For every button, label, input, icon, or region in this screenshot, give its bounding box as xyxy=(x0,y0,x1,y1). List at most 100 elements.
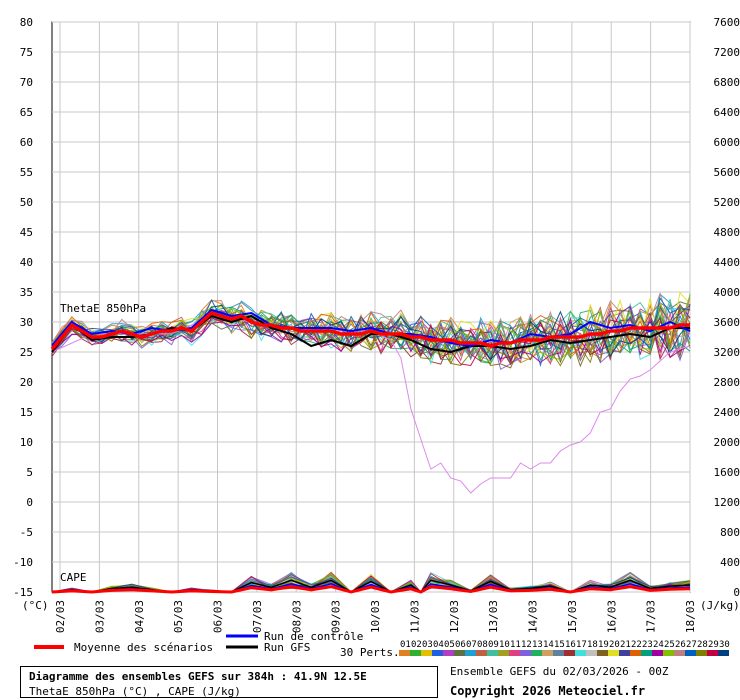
cape-series-label: CAPE xyxy=(60,571,87,584)
x-tick-label: 04/03 xyxy=(133,600,146,633)
perturbation-swatch xyxy=(564,650,575,656)
info-box: Diagramme des ensembles GEFS sur 384h : … xyxy=(20,666,438,698)
right-tick-label: 800 xyxy=(720,526,740,539)
perturbation-swatch xyxy=(597,650,608,656)
right-axis-unit: (J/kg) xyxy=(700,599,740,612)
perturbation-number: 02 xyxy=(411,640,422,650)
perturbation-swatch xyxy=(685,650,696,656)
x-tick-label: 15/03 xyxy=(566,600,579,633)
perturbation-number: 03 xyxy=(422,640,433,650)
left-tick-label: 35 xyxy=(20,286,33,299)
x-tick-label: 16/03 xyxy=(605,600,618,633)
perturbation-swatch xyxy=(641,650,652,656)
perturbation-number: 06 xyxy=(455,640,466,650)
left-tick-label: 10 xyxy=(20,436,33,449)
left-tick-label: 80 xyxy=(20,16,33,29)
perturbation-swatch xyxy=(718,650,729,656)
x-tick-label: 12/03 xyxy=(448,600,461,633)
perturbation-swatch xyxy=(586,650,597,656)
perturbation-number: 19 xyxy=(598,640,609,650)
chart-title: Diagramme des ensembles GEFS sur 384h : … xyxy=(29,670,367,683)
right-tick-label: 6400 xyxy=(714,106,740,119)
left-tick-label: -5 xyxy=(20,526,33,539)
perturbation-number: 08 xyxy=(477,640,488,650)
left-tick-label: 60 xyxy=(20,136,33,149)
perturbation-swatch xyxy=(498,650,509,656)
right-tick-label: 7200 xyxy=(714,46,740,59)
perturbation-number: 09 xyxy=(488,640,499,650)
cape-mean-line xyxy=(51,585,691,594)
perturbation-number: 22 xyxy=(631,640,642,650)
perturbation-number: 25 xyxy=(664,640,675,650)
x-tick-label: 02/03 xyxy=(54,600,67,633)
right-tick-label: 5200 xyxy=(714,196,740,209)
perturbation-number: 14 xyxy=(543,640,554,650)
perturbation-number: 05 xyxy=(444,640,455,650)
right-tick-label: 4400 xyxy=(714,256,740,269)
left-tick-label: 0 xyxy=(26,496,33,509)
perturbation-number: 29 xyxy=(708,640,719,650)
perturbation-swatch xyxy=(410,650,421,656)
perturbation-number: 28 xyxy=(697,640,708,650)
left-tick-label: 20 xyxy=(20,376,33,389)
perturbation-number: 07 xyxy=(466,640,477,650)
copyright: Copyright 2026 Meteociel.fr xyxy=(450,684,646,698)
perturbation-number: 01 xyxy=(400,640,411,650)
perturbation-number: 24 xyxy=(653,640,664,650)
legend-gfs-label: Run GFS xyxy=(264,641,310,654)
perturbation-swatch xyxy=(520,650,531,656)
right-tick-label: 6800 xyxy=(714,76,740,89)
control-run-line xyxy=(51,308,691,348)
perturbation-swatch xyxy=(476,650,487,656)
x-tick-label: 07/03 xyxy=(251,600,264,633)
x-tick-label: 03/03 xyxy=(93,600,106,633)
left-tick-label: -15 xyxy=(13,586,33,599)
left-tick-label: 50 xyxy=(20,196,33,209)
x-tick-label: 18/03 xyxy=(684,600,697,633)
ensemble-mean-line xyxy=(50,311,690,351)
perturbation-number: 17 xyxy=(576,640,587,650)
right-tick-label: 4000 xyxy=(714,286,740,299)
left-tick-label: 15 xyxy=(20,406,33,419)
run-info: Ensemble GEFS du 02/03/2026 - 00Z xyxy=(450,665,669,678)
perturbation-number: 10 xyxy=(499,640,510,650)
perturbation-swatch xyxy=(696,650,707,656)
perturbation-number: 18 xyxy=(587,640,598,650)
perturbation-swatch xyxy=(630,650,641,656)
x-tick-label: 11/03 xyxy=(408,600,421,633)
perturbation-number: 11 xyxy=(510,640,521,650)
left-tick-label: 55 xyxy=(20,166,33,179)
perturbation-swatch xyxy=(608,650,619,656)
plot-area xyxy=(51,21,691,593)
left-axis-unit: (°C) xyxy=(22,599,49,612)
thetae-series-label: ThetaE 850hPa xyxy=(60,302,146,315)
perturbation-swatch xyxy=(487,650,498,656)
perturbation-number: 15 xyxy=(554,640,565,650)
perturbation-number: 04 xyxy=(433,640,444,650)
perturbation-number: 13 xyxy=(532,640,543,650)
perturbation-number: 26 xyxy=(675,640,686,650)
x-tick-label: 14/03 xyxy=(527,600,540,633)
left-tick-label: -10 xyxy=(13,556,33,569)
perturbation-swatch xyxy=(542,650,553,656)
right-tick-label: 2000 xyxy=(714,436,740,449)
right-tick-label: 4800 xyxy=(714,226,740,239)
perturbation-count-label: 30 Perts. xyxy=(340,646,400,659)
right-tick-label: 7600 xyxy=(714,16,740,29)
right-tick-label: 2800 xyxy=(714,376,740,389)
right-tick-label: 0 xyxy=(733,586,740,599)
right-tick-label: 6000 xyxy=(714,136,740,149)
right-tick-label: 1600 xyxy=(714,466,740,479)
left-tick-label: 45 xyxy=(20,226,33,239)
perturbation-swatch xyxy=(553,650,564,656)
legend-control-label: Run de contrôle xyxy=(264,630,363,643)
perturbation-number: 16 xyxy=(565,640,576,650)
x-tick-label: 10/03 xyxy=(369,600,382,633)
perturbation-swatch xyxy=(674,650,685,656)
left-tick-label: 25 xyxy=(20,346,33,359)
perturbation-swatch xyxy=(421,650,432,656)
right-tick-label: 1200 xyxy=(714,496,740,509)
perturbation-swatch xyxy=(443,650,454,656)
perturbation-number: 20 xyxy=(609,640,620,650)
left-tick-label: 65 xyxy=(20,106,33,119)
